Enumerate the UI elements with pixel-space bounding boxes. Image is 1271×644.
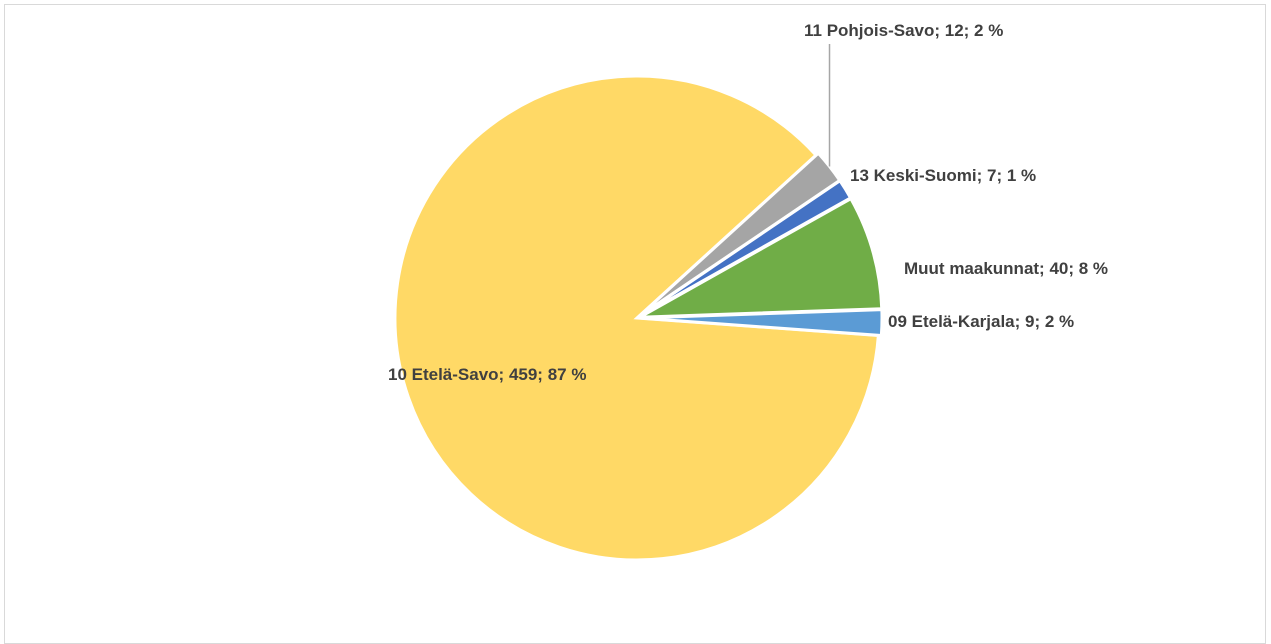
slice-muut-maakunnat [639, 196, 884, 319]
data-label-etela-savo: 10 Etelä-Savo; 459; 87 % [388, 365, 586, 384]
data-label-pohjois-savo: 11 Pohjois-Savo; 12; 2 % [804, 21, 1003, 40]
slice-etela-savo [393, 74, 880, 562]
data-label-etela-karjala: 09 Etelä-Karjala; 9; 2 % [888, 312, 1074, 331]
data-label-muut-maakunnat: Muut maakunnat; 40; 8 % [904, 259, 1108, 278]
pie-chart: 09 Etelä-Karjala; 9; 2 % 10 Etelä-Savo; … [388, 21, 1108, 562]
data-label-keski-suomi: 13 Keski-Suomi; 7; 1 % [850, 166, 1036, 185]
